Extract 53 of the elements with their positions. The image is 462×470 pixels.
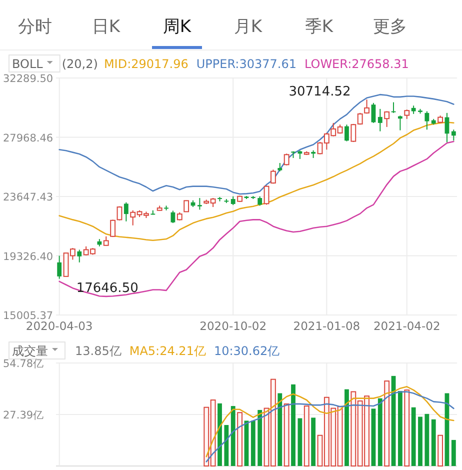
x-tick-label: 2021-01-08 <box>293 319 360 333</box>
text: 周K <box>162 17 192 37</box>
bar <box>311 418 316 466</box>
line-series <box>58 140 454 298</box>
y-tick-label: 27968.46 <box>3 132 54 144</box>
bar <box>431 419 436 466</box>
bar <box>218 403 222 466</box>
text: 日K <box>92 17 121 37</box>
bar <box>298 418 302 466</box>
bar <box>278 393 282 466</box>
bar <box>371 408 376 466</box>
bar <box>284 403 290 466</box>
text: LOWER:27658.31 <box>304 57 409 71</box>
bar <box>404 390 410 466</box>
bar <box>224 425 229 466</box>
x-tick-label: 2020-10-02 <box>200 319 267 333</box>
bar <box>384 380 390 466</box>
annotation: 30714.52 <box>288 84 351 100</box>
text: 更多 <box>373 17 407 37</box>
bar <box>438 434 443 466</box>
y-tick-label: 23647.43 <box>3 192 54 204</box>
y-tick-label: 19326.40 <box>3 250 54 263</box>
y-tick-label: 15005.37 <box>3 310 54 322</box>
bar <box>344 389 349 466</box>
annotation: 17646.50 <box>76 280 138 296</box>
bar <box>411 407 416 466</box>
text: 13.85亿 <box>75 344 122 358</box>
bar <box>424 414 430 466</box>
x-tick-label: 2021-04-02 <box>373 319 440 333</box>
text: 分时 <box>18 17 52 37</box>
bar <box>230 406 236 466</box>
legend-title: 成交量 <box>12 344 48 358</box>
y-tick-label: 54.78亿 <box>3 358 44 370</box>
text: MA5:24.21亿 <box>129 344 206 358</box>
y-tick-label: 27.39亿 <box>3 410 44 422</box>
text: 10:30.62亿 <box>214 344 280 358</box>
bar <box>237 412 242 466</box>
bar <box>291 384 296 466</box>
bar <box>304 406 310 466</box>
bar <box>378 398 382 466</box>
bar <box>418 416 422 466</box>
bar <box>398 390 402 466</box>
bar <box>258 410 262 466</box>
text: 月K <box>234 17 263 37</box>
bar <box>250 420 256 466</box>
text: UPPER:30377.61 <box>196 57 296 71</box>
bar <box>451 440 456 466</box>
x-tick-label: 2020-04-03 <box>26 319 93 333</box>
text: 季K <box>304 17 334 37</box>
legend-title: BOLL <box>12 57 44 71</box>
y-tick-label: 32289.50 <box>3 73 54 85</box>
text: MID:29017.96 <box>104 57 188 71</box>
chart-subtitle: (20,2) <box>62 57 98 71</box>
